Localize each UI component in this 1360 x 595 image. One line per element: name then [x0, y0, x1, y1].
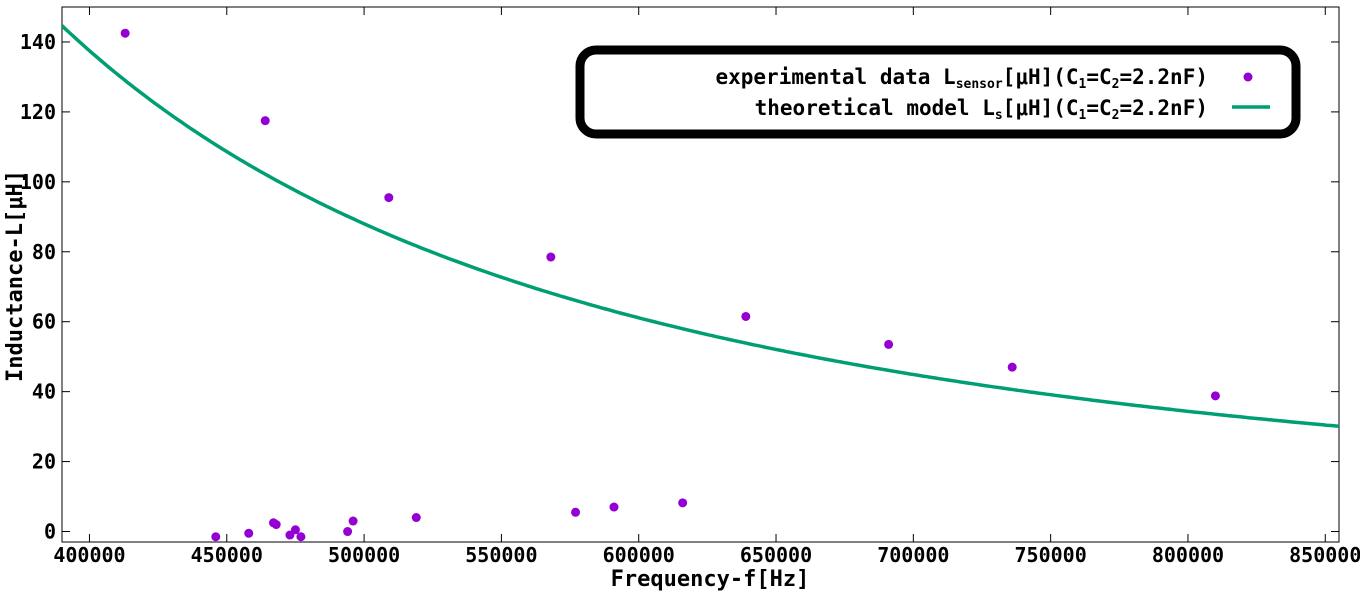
legend: experimental data Lsensor[μH](C1=C2=2.2n… [575, 45, 1301, 139]
legend-marker-experimental [1243, 72, 1253, 82]
data-point-experimental [1210, 391, 1220, 401]
legend-entry-theoretical: theoretical model Ls[μH](C1=C2=2.2nF) [755, 96, 1208, 123]
plot-frame [61, 6, 1340, 543]
x-tick-label: 750000 [1015, 543, 1087, 567]
data-point-experimental [571, 507, 581, 517]
x-tick-label: 550000 [465, 543, 537, 567]
y-tick-label: 60 [32, 310, 56, 334]
series-layer [60, 24, 1340, 542]
data-point-experimental [244, 528, 254, 538]
plot-area-border [61, 6, 1340, 543]
y-axis: 0 20 40 60 80 100 120 140 [20, 30, 1339, 544]
data-point-experimental [296, 532, 306, 542]
legend-box [575, 45, 1301, 139]
y-tick-label: 20 [32, 450, 56, 474]
x-tick-label: 600000 [603, 543, 675, 567]
y-tick-label: 100 [20, 170, 56, 194]
x-tick-label: 650000 [740, 543, 812, 567]
data-point-experimental [1007, 362, 1017, 372]
y-tick-label: 140 [20, 30, 56, 54]
data-point-experimental [343, 527, 353, 537]
x-tick-label: 450000 [191, 543, 263, 567]
x-tick-label: 500000 [328, 543, 400, 567]
y-tick-label: 0 [44, 520, 56, 544]
data-point-experimental [120, 28, 130, 38]
data-point-experimental [290, 525, 300, 535]
y-tick-label: 120 [20, 100, 56, 124]
data-point-experimental [260, 116, 270, 126]
data-point-experimental [211, 532, 221, 542]
legend-entry-experimental: experimental data Lsensor[μH](C1=C2=2.2n… [715, 65, 1208, 92]
data-point-experimental [741, 311, 751, 321]
data-point-experimental [384, 193, 394, 203]
y-axis-title: Inductance-L[μH] [3, 170, 28, 382]
data-point-experimental [348, 516, 358, 526]
x-tick-label: 400000 [53, 543, 125, 567]
x-axis: 400000 450000 500000 550000 600000 650000 7000… [53, 7, 1360, 567]
data-point-experimental [678, 498, 688, 508]
data-point-experimental [884, 339, 894, 349]
x-tick-label: 800000 [1152, 543, 1224, 567]
data-point-experimental [546, 252, 556, 262]
data-point-experimental [609, 502, 619, 512]
x-tick-label: 850000 [1289, 543, 1360, 567]
data-point-experimental [271, 520, 281, 530]
x-tick-label: 700000 [877, 543, 949, 567]
y-tick-label: 40 [32, 380, 56, 404]
data-point-experimental [411, 513, 421, 523]
series-theoretical-line [60, 24, 1340, 429]
x-axis-title: Frequency-f[Hz] [611, 567, 810, 592]
y-tick-label: 80 [32, 240, 56, 264]
